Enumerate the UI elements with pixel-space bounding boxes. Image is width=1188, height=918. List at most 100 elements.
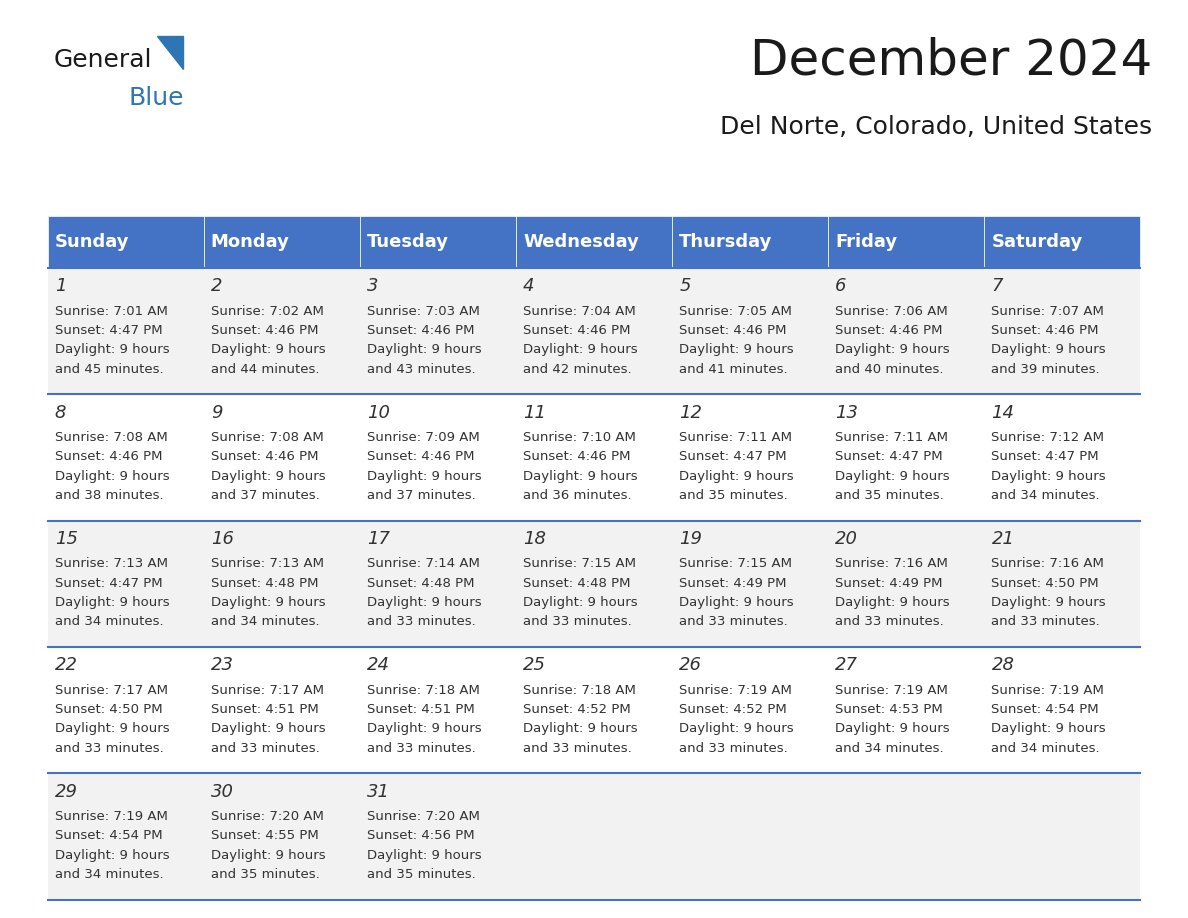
- Text: Sunset: 4:47 PM: Sunset: 4:47 PM: [55, 324, 163, 337]
- Text: Daylight: 9 hours: Daylight: 9 hours: [210, 722, 326, 735]
- Text: 20: 20: [835, 530, 859, 548]
- Text: 30: 30: [210, 782, 234, 800]
- Text: Sunset: 4:48 PM: Sunset: 4:48 PM: [367, 577, 474, 589]
- Text: Daylight: 9 hours: Daylight: 9 hours: [835, 722, 950, 735]
- Text: Daylight: 9 hours: Daylight: 9 hours: [523, 722, 638, 735]
- Text: Blue: Blue: [128, 86, 184, 110]
- Text: and 35 minutes.: and 35 minutes.: [835, 489, 944, 502]
- Bar: [516, 647, 672, 773]
- Text: Sunrise: 7:11 AM: Sunrise: 7:11 AM: [680, 431, 792, 444]
- Text: Sunrise: 7:06 AM: Sunrise: 7:06 AM: [835, 305, 948, 318]
- Text: Sunset: 4:54 PM: Sunset: 4:54 PM: [55, 829, 163, 843]
- Text: Sunset: 4:47 PM: Sunset: 4:47 PM: [992, 451, 1099, 464]
- Text: 7: 7: [992, 277, 1003, 296]
- Text: Sunset: 4:49 PM: Sunset: 4:49 PM: [835, 577, 943, 589]
- Text: Daylight: 9 hours: Daylight: 9 hours: [367, 470, 481, 483]
- Text: 29: 29: [55, 782, 77, 800]
- Bar: [360, 216, 516, 268]
- Text: Daylight: 9 hours: Daylight: 9 hours: [55, 722, 169, 735]
- Text: 26: 26: [680, 656, 702, 674]
- Text: Daylight: 9 hours: Daylight: 9 hours: [992, 470, 1106, 483]
- Text: Daylight: 9 hours: Daylight: 9 hours: [523, 470, 638, 483]
- Text: Sunrise: 7:19 AM: Sunrise: 7:19 AM: [835, 684, 948, 697]
- Text: and 33 minutes.: and 33 minutes.: [367, 742, 475, 755]
- Text: Sunrise: 7:18 AM: Sunrise: 7:18 AM: [523, 684, 636, 697]
- Text: Sunrise: 7:01 AM: Sunrise: 7:01 AM: [55, 305, 168, 318]
- Text: 6: 6: [835, 277, 847, 296]
- Text: Daylight: 9 hours: Daylight: 9 hours: [992, 343, 1106, 356]
- Text: and 33 minutes.: and 33 minutes.: [367, 615, 475, 628]
- Bar: [985, 216, 1140, 268]
- Text: Wednesday: Wednesday: [523, 233, 639, 251]
- Text: 13: 13: [835, 404, 859, 421]
- Text: 17: 17: [367, 530, 390, 548]
- Bar: [360, 521, 516, 647]
- Text: and 44 minutes.: and 44 minutes.: [210, 363, 320, 375]
- Text: Daylight: 9 hours: Daylight: 9 hours: [55, 343, 169, 356]
- Bar: [203, 773, 360, 900]
- Text: 8: 8: [55, 404, 67, 421]
- Text: Sunrise: 7:10 AM: Sunrise: 7:10 AM: [523, 431, 636, 444]
- Text: Daylight: 9 hours: Daylight: 9 hours: [835, 596, 950, 609]
- Text: 12: 12: [680, 404, 702, 421]
- Text: Sunset: 4:56 PM: Sunset: 4:56 PM: [367, 829, 474, 843]
- Bar: [672, 216, 828, 268]
- Text: Sunrise: 7:19 AM: Sunrise: 7:19 AM: [55, 810, 168, 823]
- Text: Sunrise: 7:16 AM: Sunrise: 7:16 AM: [835, 557, 948, 570]
- Text: General: General: [53, 48, 152, 72]
- Bar: [672, 521, 828, 647]
- Text: Sunrise: 7:20 AM: Sunrise: 7:20 AM: [210, 810, 323, 823]
- Bar: [203, 647, 360, 773]
- Text: Daylight: 9 hours: Daylight: 9 hours: [210, 848, 326, 862]
- Text: 10: 10: [367, 404, 390, 421]
- Bar: [48, 395, 203, 521]
- Text: 1: 1: [55, 277, 67, 296]
- Bar: [672, 268, 828, 395]
- Text: Daylight: 9 hours: Daylight: 9 hours: [210, 596, 326, 609]
- Text: Daylight: 9 hours: Daylight: 9 hours: [992, 722, 1106, 735]
- Text: 24: 24: [367, 656, 390, 674]
- Text: and 33 minutes.: and 33 minutes.: [523, 742, 632, 755]
- Text: Saturday: Saturday: [992, 233, 1082, 251]
- Text: 22: 22: [55, 656, 77, 674]
- Text: Monday: Monday: [210, 233, 290, 251]
- Text: 2: 2: [210, 277, 222, 296]
- Text: Del Norte, Colorado, United States: Del Norte, Colorado, United States: [720, 115, 1152, 139]
- Text: 3: 3: [367, 277, 379, 296]
- Bar: [48, 268, 203, 395]
- Text: Daylight: 9 hours: Daylight: 9 hours: [835, 470, 950, 483]
- Text: Daylight: 9 hours: Daylight: 9 hours: [992, 596, 1106, 609]
- Text: Sunrise: 7:14 AM: Sunrise: 7:14 AM: [367, 557, 480, 570]
- Bar: [828, 647, 985, 773]
- Bar: [203, 395, 360, 521]
- Text: 28: 28: [992, 656, 1015, 674]
- Bar: [516, 268, 672, 395]
- Text: Daylight: 9 hours: Daylight: 9 hours: [680, 722, 794, 735]
- Text: Sunset: 4:47 PM: Sunset: 4:47 PM: [55, 577, 163, 589]
- Text: Sunset: 4:55 PM: Sunset: 4:55 PM: [210, 829, 318, 843]
- Text: Sunset: 4:51 PM: Sunset: 4:51 PM: [367, 703, 475, 716]
- Text: and 33 minutes.: and 33 minutes.: [835, 615, 944, 628]
- Bar: [360, 773, 516, 900]
- Text: Daylight: 9 hours: Daylight: 9 hours: [55, 470, 169, 483]
- Text: Daylight: 9 hours: Daylight: 9 hours: [680, 343, 794, 356]
- Text: and 35 minutes.: and 35 minutes.: [680, 489, 788, 502]
- Text: Sunrise: 7:07 AM: Sunrise: 7:07 AM: [992, 305, 1105, 318]
- Text: Sunset: 4:52 PM: Sunset: 4:52 PM: [523, 703, 631, 716]
- Bar: [985, 773, 1140, 900]
- Text: Tuesday: Tuesday: [367, 233, 449, 251]
- Text: Sunset: 4:46 PM: Sunset: 4:46 PM: [55, 451, 162, 464]
- Text: Sunrise: 7:20 AM: Sunrise: 7:20 AM: [367, 810, 480, 823]
- Text: Daylight: 9 hours: Daylight: 9 hours: [835, 343, 950, 356]
- Text: Sunrise: 7:16 AM: Sunrise: 7:16 AM: [992, 557, 1105, 570]
- Bar: [203, 268, 360, 395]
- Text: Sunset: 4:46 PM: Sunset: 4:46 PM: [523, 324, 631, 337]
- Text: and 34 minutes.: and 34 minutes.: [992, 489, 1100, 502]
- Text: and 33 minutes.: and 33 minutes.: [523, 615, 632, 628]
- Text: 15: 15: [55, 530, 77, 548]
- Text: Daylight: 9 hours: Daylight: 9 hours: [680, 596, 794, 609]
- Bar: [985, 268, 1140, 395]
- Bar: [985, 395, 1140, 521]
- Text: Sunset: 4:48 PM: Sunset: 4:48 PM: [523, 577, 631, 589]
- Text: Sunset: 4:52 PM: Sunset: 4:52 PM: [680, 703, 786, 716]
